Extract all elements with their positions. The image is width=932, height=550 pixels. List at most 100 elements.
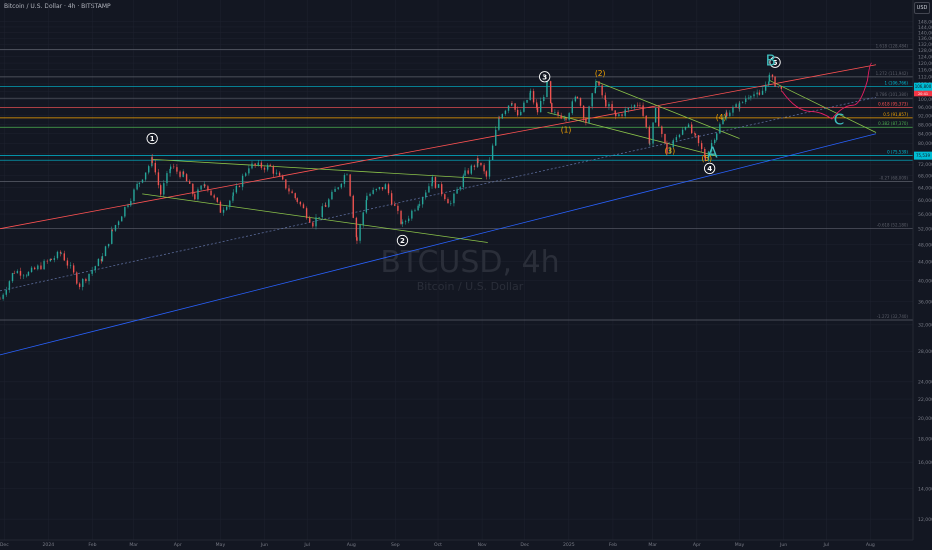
candle-body [741,102,744,103]
candle-body [687,124,690,128]
trendline [0,96,877,292]
candle-body [400,210,402,224]
candle-body [207,186,209,191]
y-tick-label: 124,000 [918,54,932,60]
candle-body [495,129,497,146]
candle-body [82,279,84,287]
candle-body [56,251,59,259]
candle-body [431,183,433,187]
candle-body [507,105,510,111]
candle-body [127,205,129,207]
price-axis: 12,000 14,000 16,000 18,000 20,000 22,000 24,0… [912,0,932,540]
y-tick-label: 40,000 [918,278,932,284]
y-tick-label: 136,000 [918,36,932,42]
candle-body [107,243,110,247]
candle-body [78,283,81,287]
candle-body [477,158,479,163]
candle-body [697,135,700,144]
candle-body [169,169,171,174]
candle-body [397,205,399,211]
y-tick-label: 60,000 [918,198,932,204]
candle-body [462,175,465,188]
candlestick-series [0,72,783,301]
x-tick-label: May [735,542,745,548]
candle-body [359,224,361,241]
currency-button[interactable]: USD [914,2,930,14]
x-tick-label: May [216,542,226,548]
last-price-countdown: 20:41 [918,92,928,96]
candle-body [76,272,78,284]
candle-body [681,129,684,135]
candle-body [232,195,234,201]
candle-body [431,177,434,184]
candle-body [642,105,644,116]
candle-body [735,104,737,108]
y-tick-label: 48,000 [918,242,932,248]
candle-body [694,133,697,136]
y-tick-label: 116,000 [918,68,932,74]
candle-body [729,112,731,117]
fib-level-label: -1.272 (32,740) [877,314,909,319]
candle-body [111,229,114,231]
fib-level-label: 0.786 (101,380) [876,92,909,97]
candle-body [557,112,559,116]
candle-body [349,174,351,196]
candle-body [235,186,238,193]
wave-label-primary: 3 [542,73,547,81]
fib-level-label: -0.618 (52,180) [877,223,909,228]
candle-body [13,273,15,274]
candle-body [159,185,162,195]
candle-body [441,184,443,195]
candle-body [648,127,651,144]
trendlines [0,64,877,356]
wave-label-minor: (3) [665,147,676,156]
candle-body [144,172,147,180]
candle-body [421,197,424,205]
candle-body [633,104,636,108]
projection-curve [781,62,872,120]
candle-body [157,172,160,186]
candle-body [425,192,427,198]
candle-body [764,84,767,91]
y-tick-label: 24,000 [918,380,932,386]
candle-body [278,172,281,176]
wave-circle [703,162,716,175]
candle-body [480,162,482,166]
candle-body [554,112,556,113]
candle-body [411,210,413,219]
trendline [142,193,488,243]
y-tick-label: 112,000 [918,75,932,81]
candle-body [630,107,633,108]
candle-body [568,113,570,120]
candle-body [532,91,535,103]
candle-body [582,105,585,119]
candle-body [182,171,185,175]
candle-body [340,183,343,188]
y-tick-label: 28,000 [918,349,932,355]
candle-body [2,294,4,299]
candle-body [649,143,651,145]
candle-body [241,175,244,187]
candle-body [551,103,553,113]
x-tick-label: Jun [260,542,268,548]
candle-body [53,258,56,260]
trendline [595,80,740,139]
wave-circle [769,56,781,68]
candle-body [716,133,718,140]
candle-body [604,95,606,100]
candle-body [501,113,503,119]
candle-body [428,186,430,193]
candle-body [636,104,639,106]
candle-body [346,174,348,176]
candle-body [362,212,364,225]
candle-body [576,96,579,99]
candle-body [700,143,703,150]
candle-body [498,117,500,130]
candle-body [163,183,165,195]
x-tick-label: Feb [88,542,96,548]
candle-body [666,142,668,154]
wave-label-corrective: A [707,143,718,161]
candle-body [483,165,485,172]
candle-body [63,253,65,261]
